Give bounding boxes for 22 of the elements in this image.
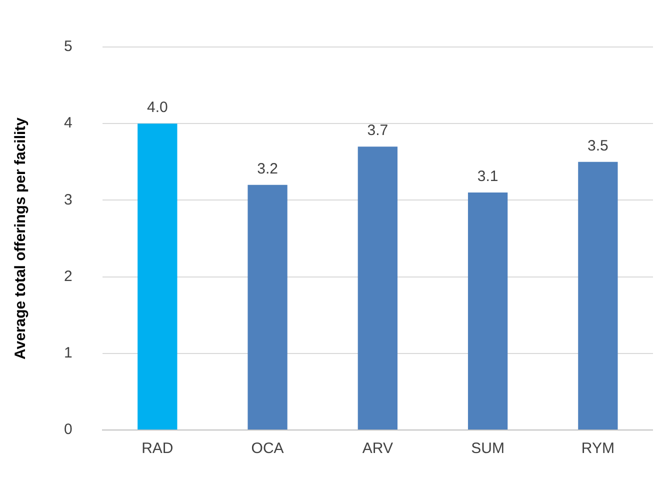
x-tick-label: OCA (251, 440, 284, 458)
bar (248, 184, 288, 430)
x-tick-label: RYM (581, 440, 614, 458)
data-label: 3.1 (477, 168, 498, 186)
y-tick-label: 3 (64, 191, 72, 208)
data-label: 3.2 (257, 160, 278, 178)
data-label: 4.0 (146, 99, 168, 116)
y-tick-label: 1 (64, 344, 72, 362)
bar (468, 192, 508, 430)
y-tick-label: 4 (64, 114, 72, 132)
y-tick-label: 0 (64, 421, 72, 438)
y-tick-label: 2 (64, 268, 72, 285)
bar (358, 146, 398, 430)
data-label: 3.5 (588, 138, 608, 155)
data-label: 3.7 (367, 122, 388, 140)
y-axis-title: Average total offerings per facility (12, 116, 30, 360)
x-tick-label: ARV (362, 440, 393, 458)
x-tick-label: RAD (142, 440, 174, 458)
bar (138, 124, 178, 430)
x-tick-label: SUM (471, 440, 504, 458)
y-tick-label: 5 (64, 38, 72, 56)
bar (578, 162, 618, 430)
